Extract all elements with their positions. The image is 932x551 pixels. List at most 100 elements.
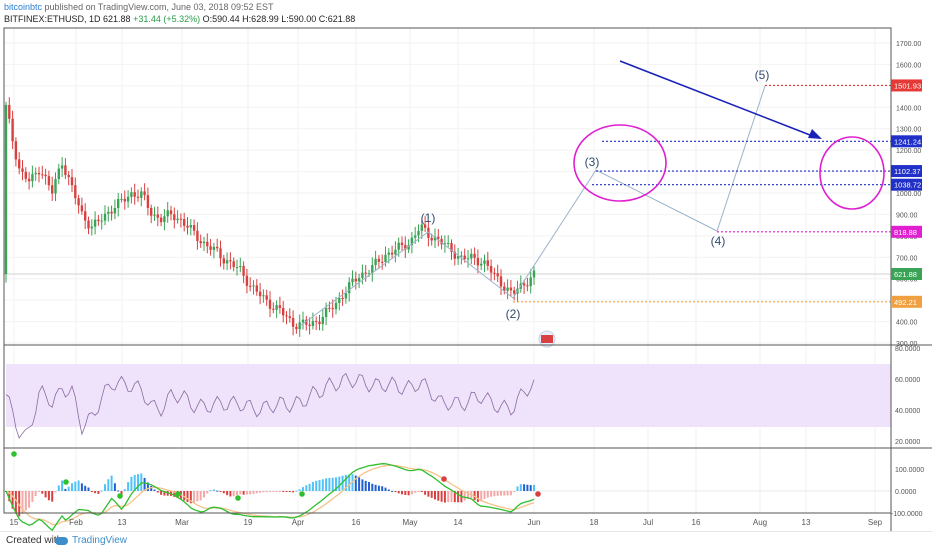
macd-histogram-bar [61,480,64,491]
candle-body [216,246,219,249]
macd-histogram-bar [305,485,308,491]
macd-histogram-bar [133,475,136,491]
time-axis[interactable]: 15 Feb 13 Mar 19 Apr 16 May 14 Jun 18 Jul 16 Aug 13 Sep [10,518,883,527]
candle-body [437,236,440,239]
macd-tick-label: 100.0000 [895,467,924,474]
macd-histogram-bar [127,482,130,491]
candle-body [351,278,354,283]
macd-histogram-bar [302,487,304,491]
pane-borders [3,27,932,531]
macd-histogram-bar [278,491,281,492]
price-chart[interactable]: (1)(2)(3)(4)(5) 1700.001600.001500.00140… [0,0,932,531]
macd-cross-marker [299,491,305,497]
candle-body [509,287,513,291]
candle-body [298,322,301,330]
macd-histogram-bar [196,491,199,502]
candle-body [503,286,506,291]
macd-histogram-bar [229,491,232,497]
macd-histogram-bar [424,491,427,495]
candle-body [423,224,427,228]
candle-body [192,225,196,231]
macd-histogram-bar [209,490,212,492]
macd-line [5,463,535,531]
time-tick-label: May [402,518,417,527]
candle-body [14,141,18,160]
macd-histogram-bar [110,475,113,491]
macd-histogram-bar [434,491,436,500]
macd-histogram-bar [186,491,189,503]
macd-histogram-bar [437,491,440,501]
arrow-head-icon [808,129,822,139]
candle-body [249,285,252,287]
time-tick-label: Apr [292,518,305,527]
candle-body [338,297,341,303]
candle-body [113,208,117,214]
candle-body [169,210,173,215]
candle-body [133,192,136,197]
candle-body [476,257,480,266]
macd-histogram-bar [341,475,344,491]
candle-body [470,253,473,259]
macd-histogram-bar [117,490,120,492]
candle-body [407,245,410,250]
candle-body [282,308,285,316]
candle-body [196,230,199,242]
candle-body [255,285,258,292]
rsi-indicator [5,372,535,439]
candle-body [219,248,222,259]
chart-frame [3,27,892,514]
time-tick-label: Jul [643,518,653,527]
author-link[interactable]: bitcoinbtc [4,2,43,12]
macd-histogram-bar [368,482,370,491]
macd-histogram-bar [222,491,225,494]
candle-body [70,177,74,186]
candle-body [189,225,192,228]
candle-body [143,191,146,196]
macd-histogram-bar [282,491,285,492]
macd-indicator [4,451,891,531]
tradingview-brand[interactable]: TradingView [72,535,128,546]
candle-body [489,265,493,273]
candle-body [506,287,509,291]
time-tick-label: 18 [590,518,599,527]
candle-body [212,246,216,250]
candle-body [288,316,291,318]
macd-histogram-bar [183,491,186,501]
candle-body [156,214,159,218]
macd-histogram-bar [193,491,196,503]
macd-histogram-bar [11,491,14,509]
macd-histogram-bar [325,478,328,491]
time-tick-label: 13 [802,518,811,527]
candle-body [8,104,11,119]
macd-histogram-bar [189,491,192,504]
candle-body [117,199,120,209]
macd-histogram-bar [265,491,268,493]
candles [4,97,536,337]
macd-histogram-bar [38,491,40,492]
macd-histogram-bar [203,491,205,498]
price-axis[interactable]: 1700.001600.001500.001400.001300.001200.… [891,41,924,518]
macd-histogram-bar [463,491,466,501]
macd-histogram-bar [404,491,407,496]
candle-body [354,278,357,282]
candle-body [44,174,47,177]
candle-body [87,220,90,229]
macd-cross-marker [11,451,17,457]
macd-histogram-bar [107,479,110,491]
macd-histogram-bar [212,489,215,491]
candle-body [381,261,384,263]
macd-histogram-bar [34,491,37,497]
candle-body [242,265,245,276]
candle-body [4,104,8,275]
target-levels [513,84,891,303]
candle-body [268,299,272,309]
macd-histogram-bar [104,484,106,491]
candle-body [324,307,328,318]
macd-histogram-bar [394,491,397,492]
candle-body [229,260,232,262]
macd-histogram-bar [47,491,50,501]
macd-histogram-bar [453,491,456,503]
macd-histogram-bar [407,491,410,496]
wave-label: (1) [421,211,436,225]
macd-histogram-bar [262,491,265,493]
